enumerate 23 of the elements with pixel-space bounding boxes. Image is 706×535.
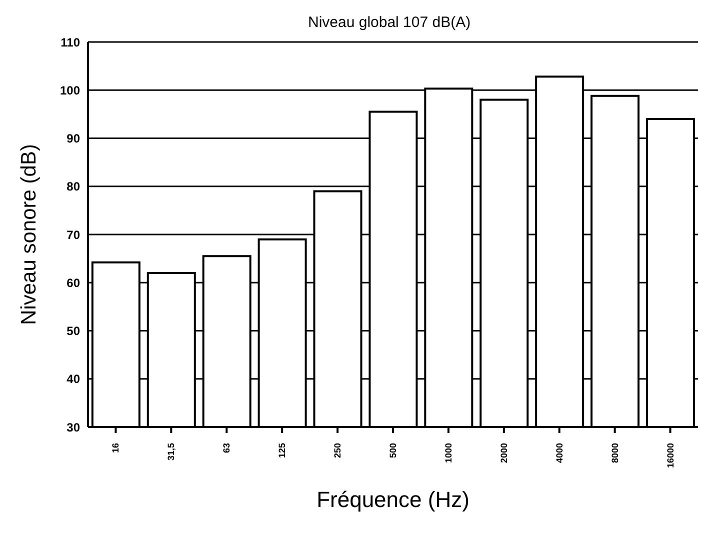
y-tick-label: 40 — [66, 372, 80, 386]
y-tick-label: 60 — [66, 276, 80, 290]
x-tick-label: 500 — [388, 443, 398, 458]
x-tick-label: 16 — [110, 443, 121, 454]
y-tick-label: 90 — [66, 132, 80, 146]
x-axis-title: Fréquence (Hz) — [316, 487, 470, 512]
y-tick-label: 50 — [66, 324, 80, 338]
x-tick-label: 31,5 — [166, 443, 176, 461]
y-tick-label: 100 — [60, 83, 80, 98]
x-tick-label: 16000 — [665, 443, 676, 468]
y-tick-label: 110 — [60, 35, 80, 50]
y-tick-label: 30 — [66, 420, 80, 434]
chart-title: Niveau global 107 dB(A) — [308, 14, 471, 31]
y-tick-label: 70 — [66, 228, 80, 242]
x-tick-label: 63 — [222, 443, 232, 454]
x-tick-label: 250 — [332, 443, 343, 458]
x-tick-label: 125 — [277, 443, 288, 458]
y-tick-label: 80 — [66, 180, 80, 194]
y-axis-title: Niveau sonore (dB) — [17, 144, 40, 325]
x-tick-label: 8000 — [610, 443, 620, 464]
x-tick-label: 4000 — [554, 443, 564, 464]
x-tick-label: 1000 — [443, 443, 454, 464]
x-tick-label: 2000 — [498, 443, 509, 464]
